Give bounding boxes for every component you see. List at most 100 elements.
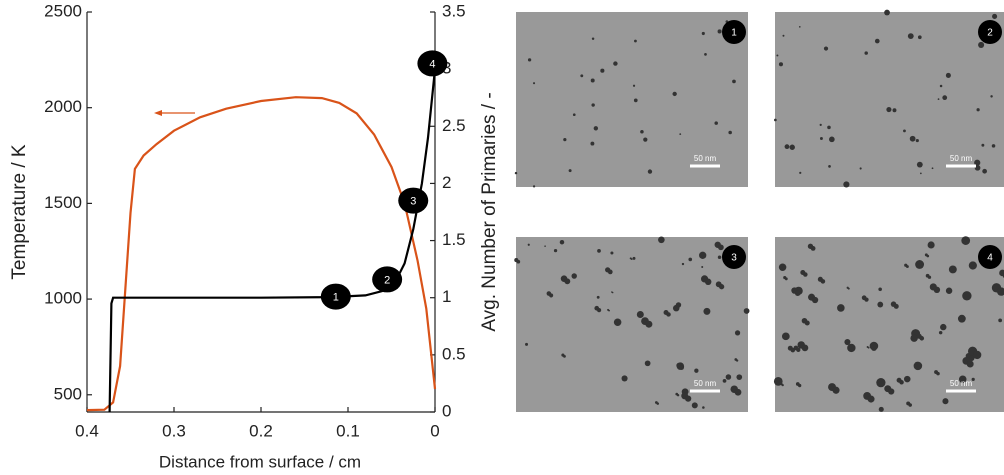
particle [789,144,795,150]
particle [590,141,595,146]
particle [527,243,530,246]
micrograph-label: 2 [987,28,993,39]
micrograph-image [516,12,748,187]
particle [976,108,980,112]
particle [782,34,785,37]
particle [718,284,725,290]
marker [372,266,403,293]
y2-axis-label: Avg. Number of Primaries / - [479,92,500,331]
particle [829,136,835,143]
y2-tick-label: 0 [442,401,451,420]
particle [801,344,809,352]
particle [832,386,840,394]
particle [525,342,529,346]
particle [942,398,949,405]
particle [942,95,948,101]
particle [804,320,810,326]
particle [714,121,718,125]
particle [999,269,1004,277]
particle [962,291,972,301]
particle [939,84,943,88]
particle [672,91,677,97]
particle [859,167,862,170]
particle [827,125,831,130]
particle [630,258,633,261]
x-tick-label: 0 [430,421,439,440]
particle [910,334,918,342]
particle [734,388,742,396]
y2-tick-label: 1.5 [442,230,466,249]
particle [704,52,707,56]
particle [658,236,665,244]
particle [722,379,727,383]
particle [968,355,975,362]
marker-label: 2 [384,274,390,286]
particle [607,269,613,275]
particle [877,301,884,308]
scale-bar-label: 50 nm [694,154,717,163]
particle [564,278,571,285]
particle [915,139,919,143]
particle [908,403,912,407]
particle [867,346,870,349]
particle [794,290,801,296]
particle [819,137,823,140]
particle [559,239,565,245]
particle [892,108,897,113]
particle [613,318,622,327]
particle [884,9,890,16]
particle [694,368,699,373]
particle [634,39,637,43]
micrograph: 1 50 nm [514,12,748,188]
particle [600,68,605,73]
particle [597,248,601,253]
particle [632,256,636,260]
micrograph-badge [978,20,1002,44]
y-tick-label: 2000 [44,97,82,116]
particle [966,360,974,368]
particle [940,323,947,331]
particle [992,13,998,19]
particle [878,406,884,412]
particle [927,241,935,249]
scale-bar-label: 50 nm [950,154,973,163]
micrograph-badge [722,20,746,44]
particle [820,279,826,284]
particle [781,383,784,387]
particle [968,261,977,270]
particle [811,296,819,304]
particle [864,51,868,55]
particle [974,159,981,166]
particle [819,123,822,127]
particle [774,118,777,122]
particle [893,303,899,309]
particle [621,375,628,382]
particle [899,380,904,385]
particle [917,35,922,40]
x-tick-label: 0.2 [249,421,273,440]
particle [644,360,651,367]
particle [645,320,653,328]
line-series [108,68,437,413]
particle [909,135,916,142]
particle [905,265,909,269]
y-axis-label: Temperature / K [9,144,30,279]
particle [937,98,940,101]
line-series [86,96,437,412]
particle [666,312,671,317]
y2-tick-label: 3.5 [442,1,466,20]
particle [915,260,925,269]
particle [945,287,953,294]
x-tick-label: 0.4 [75,421,99,440]
particle [676,393,680,397]
particle [571,273,577,279]
y-tick-label: 2500 [44,1,82,20]
y2-tick-label: 1 [442,287,451,306]
particle [736,374,743,381]
particle [781,332,790,341]
particle [701,31,705,36]
y2-tick-label: 3 [442,59,451,78]
particle [679,365,685,370]
particle [903,129,906,133]
particle [958,375,967,384]
